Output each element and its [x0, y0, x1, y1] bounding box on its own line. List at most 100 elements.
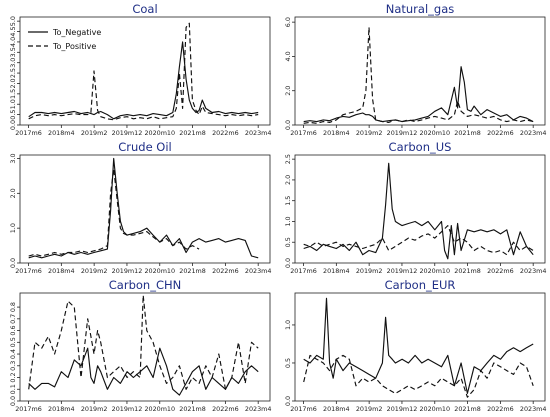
- x-tick-label: 2022m6: [487, 267, 514, 275]
- panel-carbon-eur: Carbon_EUR 0.0 0.5 1.0 2017m6 2018m4 2019m2 201…: [284, 278, 546, 413]
- y-tick-label: 1.5: [9, 89, 17, 99]
- y-tick-label: 0.6: [9, 325, 17, 335]
- y-tick-label: 5.0: [9, 16, 17, 26]
- series-line-to-positive: [303, 354, 534, 398]
- x-tick-label: 2017m6: [15, 267, 42, 275]
- x-tick-label: 2022m6: [487, 129, 514, 137]
- x-tick-label: 2023m4: [245, 405, 272, 413]
- x-tick-label: 2018m4: [323, 129, 350, 137]
- y-tick-label: 1.0: [9, 99, 17, 109]
- y-tick-label: 6.0: [284, 17, 292, 27]
- plot-frame: [294, 16, 546, 126]
- series-line-to-positive: [28, 294, 259, 390]
- legend-label: To_Positive: [52, 42, 96, 51]
- x-tick-label: 2022m6: [487, 405, 514, 413]
- series-line-to-negative: [303, 162, 534, 260]
- x-tick-label: 2021m8: [179, 405, 206, 413]
- x-tick-label: 2020m10: [144, 405, 175, 413]
- y-tick-label: 0.4: [9, 349, 17, 359]
- x-tick-label: 2022m6: [212, 405, 239, 413]
- panel-carbon-us: Carbon_US 0.0 0.5 1.0 1.5 2.0 2.5 2017m6 2018m4 2…: [284, 140, 546, 275]
- y-tick-label: 0.0: [9, 258, 17, 268]
- panel-carbon-chn: Carbon_CHN 0.0 0.1 0.20.3 0.4 0.5 0.60.7 0.8 201…: [9, 278, 271, 413]
- plot-frame: [19, 16, 271, 126]
- y-tick-label: 2.0: [284, 175, 292, 185]
- x-tick-label: 2023m4: [245, 267, 272, 275]
- y-tick-label: 0.1: [9, 384, 17, 394]
- x-tick-label: 2018m4: [48, 405, 75, 413]
- x-tick-label: 2017m6: [290, 129, 317, 137]
- series-line-to-positive: [303, 225, 534, 256]
- panel-title: Natural_gas: [386, 2, 455, 16]
- panel-coal: Coal 0.00.51.01.52.02.53.03.54.04.55.0 201…: [9, 2, 271, 137]
- series-line-to-negative: [28, 347, 259, 396]
- plot-frame: [19, 292, 271, 402]
- y-tick-label: 2.5: [284, 154, 292, 164]
- x-tick-label: 2018m4: [48, 267, 75, 275]
- x-tick-label: 2017m6: [290, 267, 317, 275]
- plot-frame: [294, 154, 546, 264]
- x-tick-label: 2023m4: [520, 405, 547, 413]
- y-tick-label: 1.5: [284, 196, 292, 206]
- x-tick-label: 2019m12: [387, 405, 418, 413]
- x-tick-label: 2019m2: [81, 129, 108, 137]
- x-tick-label: 2017m6: [15, 129, 42, 137]
- x-tick-label: 2018m4: [48, 129, 75, 137]
- panel-title: Carbon_US: [389, 140, 452, 154]
- y-tick-label: 0.8: [9, 302, 17, 312]
- x-tick-label: 2020m10: [419, 405, 450, 413]
- x-tick-label: 2019m12: [112, 405, 143, 413]
- x-tick-label: 2022m6: [212, 129, 239, 137]
- legend-box: [26, 23, 104, 53]
- y-tick-label: 0.0: [9, 396, 17, 406]
- x-tick-label: 2023m4: [520, 129, 547, 137]
- x-tick-label: 2021m8: [454, 405, 481, 413]
- x-tick-label: 2022m6: [212, 267, 239, 275]
- y-tick-label: 2.0: [9, 78, 17, 88]
- legend-label: To_Negative: [52, 28, 101, 37]
- y-tick-label: 2.5: [9, 68, 17, 78]
- x-tick-label: 2018m4: [323, 405, 350, 413]
- x-tick-label: 2020m10: [419, 267, 450, 275]
- x-tick-label: 2019m12: [387, 129, 418, 137]
- series-line-to-negative: [303, 66, 534, 123]
- y-tick-label: 3.0: [9, 58, 17, 68]
- y-tick-label: 4.5: [9, 26, 17, 36]
- y-tick-label: 2.0: [9, 188, 17, 198]
- y-tick-label: 0.2: [9, 372, 17, 382]
- series-line-to-positive: [303, 26, 534, 124]
- x-tick-label: 2017m6: [290, 405, 317, 413]
- x-tick-label: 2020m10: [419, 129, 450, 137]
- y-tick-label: 3.5: [9, 47, 17, 57]
- panel-title: Crude Oil: [118, 140, 172, 154]
- series-line-to-negative: [28, 157, 259, 259]
- y-tick-label: 0.5: [284, 237, 292, 247]
- panel-natural-gas: Natural_gas 0.0 2.0 4.0 6.0 2017m6 2018m4 2019m…: [284, 2, 546, 137]
- panel-title: Coal: [132, 2, 157, 16]
- y-tick-label: 4.0: [9, 37, 17, 47]
- y-tick-label: 1.0: [284, 320, 292, 330]
- x-tick-label: 2017m6: [15, 405, 42, 413]
- y-tick-label: 0.5: [9, 337, 17, 347]
- series-line-to-negative: [303, 297, 534, 394]
- y-tick-label: 2.0: [284, 86, 292, 96]
- x-tick-label: 2019m2: [356, 267, 383, 275]
- x-tick-label: 2023m4: [520, 267, 547, 275]
- x-tick-label: 2018m4: [323, 267, 350, 275]
- x-tick-label: 2019m2: [356, 405, 383, 413]
- x-tick-label: 2021m8: [179, 129, 206, 137]
- plot-frame: [294, 292, 546, 402]
- y-tick-label: 0.5: [284, 358, 292, 368]
- y-tick-label: 0.3: [9, 361, 17, 371]
- y-tick-label: 0.0: [284, 120, 292, 130]
- y-tick-label: 0.7: [9, 314, 17, 324]
- legend: To_Negative To_Positive: [26, 23, 104, 53]
- x-tick-label: 2019m2: [81, 405, 108, 413]
- x-tick-label: 2019m12: [112, 129, 143, 137]
- x-tick-label: 2019m2: [81, 267, 108, 275]
- x-tick-label: 2021m8: [179, 267, 206, 275]
- panel-title: Carbon_CHN: [109, 278, 181, 292]
- y-tick-label: 0.0: [284, 396, 292, 406]
- y-tick-label: 3.0: [9, 153, 17, 163]
